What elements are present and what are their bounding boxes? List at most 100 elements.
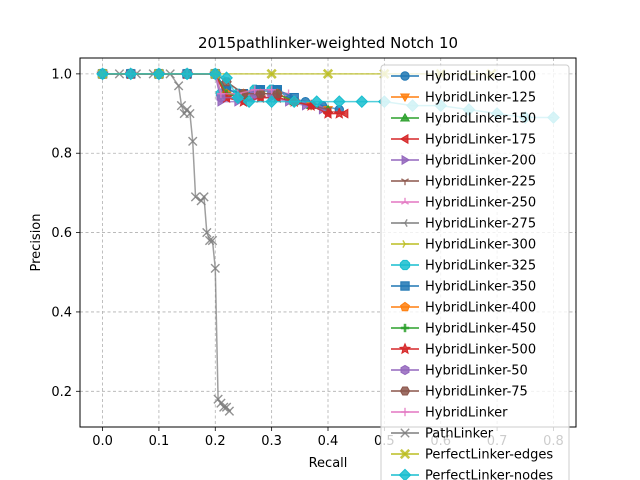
x-tick-label: 0.1 [149,434,170,449]
data-point [219,402,229,412]
legend-marker [400,178,410,186]
data-point [180,67,194,81]
legend-entry: HybridLinker-75 [391,385,528,400]
legend-marker [400,407,410,417]
data-point [188,136,198,147]
data-point [321,107,335,119]
legend-marker [399,112,411,122]
legend-marker [400,428,410,438]
data-point [176,100,187,111]
y-tick-label: 0.6 [51,226,72,241]
x-tick-label: 0.4 [318,434,339,449]
legend-entry: HybridLinker-250 [391,196,536,211]
legend-label: PerfectLinker-nodes [425,469,553,480]
legend-marker [400,281,410,291]
legend-label: HybridLinker-500 [425,343,536,358]
legend-marker [399,386,411,396]
data-point [208,67,222,81]
legend-marker [400,323,410,333]
data-point [182,104,192,115]
legend-entry: PerfectLinker-edges [391,448,553,463]
legend-label: HybridLinker-100 [425,70,536,85]
legend-entry: HybridLinker-150 [391,112,536,127]
data-point [210,263,220,273]
legend-label: HybridLinker-50 [425,364,528,379]
y-tick-label: 0.8 [51,147,72,162]
legend-label: HybridLinker-300 [425,238,536,253]
legend-entry: HybridLinker-50 [391,364,528,379]
legend-entry: HybridLinker [391,406,508,421]
legend-label: PathLinker [425,427,494,442]
series-pathlinker [97,69,235,416]
data-point [310,95,324,109]
legend-label: HybridLinker-325 [425,259,536,274]
legend-marker [401,154,411,166]
legend-entry: PathLinker [391,427,494,442]
data-point [265,95,279,109]
legend-label: PerfectLinker-edges [425,448,553,463]
data-point [213,394,223,404]
legend-entry: HybridLinker-400 [391,301,536,316]
legend-entry: HybridLinker-125 [391,91,536,106]
x-tick-label: 0.0 [92,434,113,449]
legend-label: HybridLinker-150 [425,112,536,127]
y-axis-title: Precision [29,213,44,271]
legend-marker [400,71,410,81]
y-tick-label: 1.0 [51,67,72,82]
data-point [322,68,334,79]
data-point [355,95,369,109]
x-tick-label: 0.3 [261,434,282,449]
data-point [216,89,226,98]
legend-marker [400,364,410,376]
legend-entry: HybridLinker-225 [391,175,536,190]
data-point [216,398,226,408]
data-point [242,95,256,109]
legend-entry: HybridLinker-200 [391,154,536,169]
data-point [173,81,184,91]
legend-label: HybridLinker-200 [425,154,536,169]
legend-marker [398,468,412,480]
data-point [96,67,109,81]
legend-label: HybridLinker-400 [425,301,536,316]
data-point [332,95,346,109]
data-point [333,107,346,119]
y-axis: 0.2 0.4 0.6 0.8 1.0 [51,67,80,400]
legend: HybridLinker-100 HybridLinker-125 HybridLi… [380,64,570,480]
chart-title: 2015pathlinker-weighted Notch 10 [198,34,458,52]
legend-label: HybridLinker-250 [425,196,536,211]
legend-label: HybridLinker-350 [425,280,536,295]
legend-entry: HybridLinker-300 [391,238,536,253]
data-point [185,108,195,119]
data-point [250,85,259,94]
legend-marker [400,218,408,228]
data-point [124,67,138,81]
legend-entry: HybridLinker-500 [391,342,536,358]
data-point [255,89,266,99]
series-line [102,73,323,111]
data-point [224,406,235,416]
legend-entry: HybridLinker-350 [391,280,536,295]
legend-marker [399,259,411,271]
legend-label: HybridLinker-125 [425,91,536,106]
data-point [266,68,277,79]
y-tick-label: 0.4 [51,305,72,320]
legend-entry: HybridLinker-275 [391,217,536,232]
data-point [267,85,276,94]
legend-marker [400,301,410,312]
legend-label: HybridLinker-175 [425,133,536,148]
legend-marker [402,239,410,249]
x-axis-title: Recall [309,456,348,471]
legend-entry: HybridLinker-175 [391,133,536,148]
legend-entry: HybridLinker-325 [391,259,536,274]
data-point [204,235,215,246]
legend-label: HybridLinker [425,406,508,421]
series-layer [96,67,560,416]
legend-label: HybridLinker-275 [425,217,536,232]
data-point [202,227,212,238]
x-tick-label: 0.2 [205,434,226,449]
data-point [272,89,283,99]
legend-entry: PerfectLinker-nodes [391,469,553,480]
legend-marker [398,342,412,355]
data-point [231,91,245,105]
